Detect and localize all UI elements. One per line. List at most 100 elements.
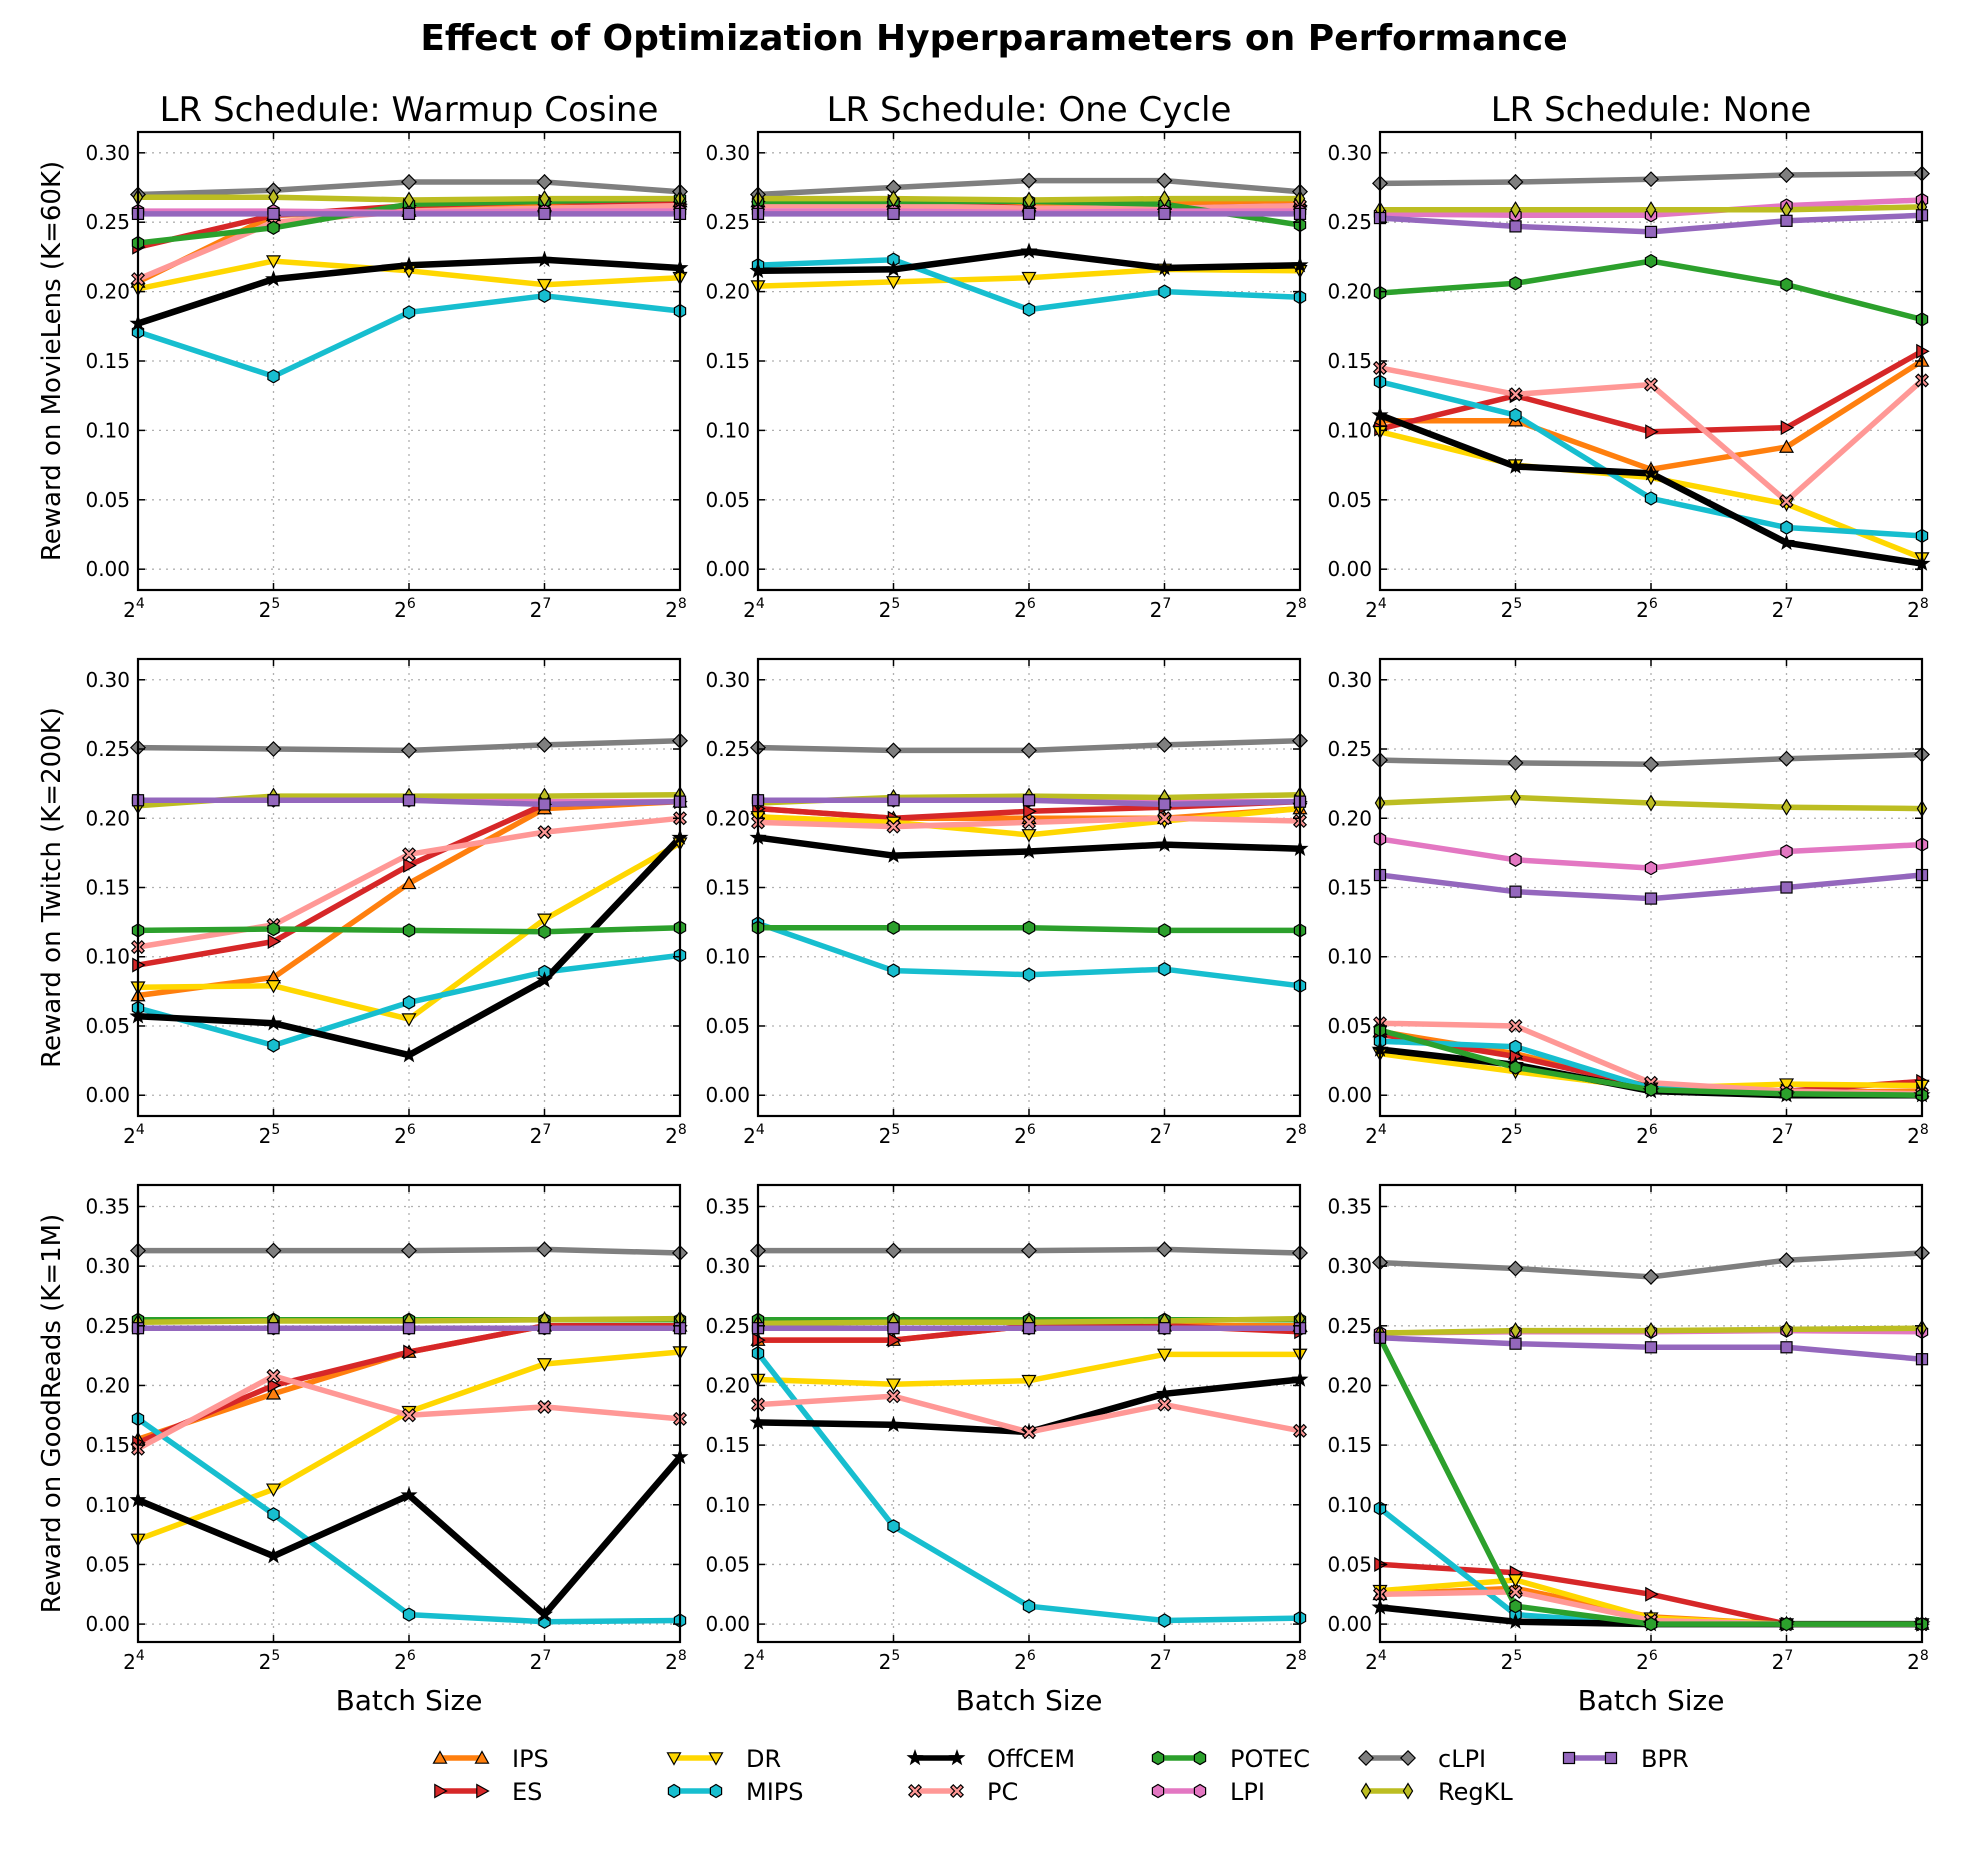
x-tick-exponent: 8 (678, 1122, 687, 1138)
x-tick-exponent: 6 (1027, 596, 1036, 612)
data-point-clpi (401, 742, 417, 759)
data-point-potec (1509, 1060, 1522, 1075)
data-point-offcem (1507, 457, 1524, 474)
data-point-mips (1509, 407, 1522, 423)
legend-label: MIPS (746, 1778, 804, 1806)
column-title-2: LR Schedule: None (1491, 90, 1812, 130)
data-point-pc (886, 1389, 901, 1404)
x-tick-exponent: 4 (1378, 596, 1387, 612)
x-tick-base: 2 (879, 1124, 892, 1148)
data-point-clpi (1507, 173, 1524, 190)
x-tick-base: 2 (1772, 1650, 1785, 1674)
x-tick-label: 27 (1772, 596, 1794, 622)
y-tick-label: 0.10 (85, 1493, 130, 1517)
y-tick-label: 0.15 (85, 349, 130, 373)
data-point-offcem (1507, 1612, 1524, 1629)
x-tick-label: 24 (123, 1648, 145, 1674)
legend-marker (948, 1749, 966, 1766)
y-tick-label: 0.20 (705, 806, 750, 830)
data-point-bpr (1509, 1337, 1522, 1350)
data-point-es (267, 933, 282, 950)
y-tick-label: 0.20 (1327, 280, 1372, 304)
y-tick-label: 0.05 (705, 1014, 750, 1038)
data-point-bpr (402, 794, 416, 807)
data-point-potec (1509, 1599, 1522, 1614)
y-tick-label: 0.05 (85, 488, 130, 512)
y-tick-label: 0.30 (705, 668, 750, 692)
x-tick-label: 27 (1772, 1648, 1794, 1674)
x-tick-label: 26 (1636, 1122, 1658, 1148)
y-tick-label: 0.15 (1327, 876, 1372, 900)
x-tick-exponent: 6 (1649, 1648, 1658, 1664)
data-point-pc (1157, 1397, 1172, 1412)
y-tick-label: 0.10 (85, 945, 130, 969)
legend-item-clpi: cLPI (1358, 1745, 1486, 1773)
x-tick-base: 2 (259, 1124, 272, 1148)
legend-marker (906, 1749, 924, 1766)
x-tick-base: 2 (743, 1124, 756, 1148)
data-point-mips (1644, 491, 1658, 506)
x-tick-exponent: 7 (542, 596, 551, 612)
data-point-bpr (1158, 1322, 1171, 1335)
data-point-potec (1780, 1086, 1793, 1101)
data-point-regkl (268, 188, 279, 206)
data-point-mips (1022, 1599, 1036, 1614)
column-title-1: LR Schedule: One Cycle (827, 90, 1232, 130)
data-point-es (267, 1377, 282, 1393)
y-tick-label: 0.15 (1327, 349, 1372, 373)
legend-marker (667, 1783, 681, 1799)
x-tick-exponent: 8 (1920, 1648, 1929, 1664)
x-tick-base: 2 (1772, 598, 1785, 622)
y-tick-label: 0.00 (705, 557, 750, 581)
y-tick-label: 0.05 (85, 1014, 130, 1038)
y-tick-label: 0.15 (705, 876, 750, 900)
legend-label: RegKL (1438, 1778, 1513, 1806)
data-point-clpi (401, 173, 417, 190)
data-point-bpr (1022, 1322, 1036, 1335)
data-point-dr (536, 278, 553, 293)
figure-title: Effect of Optimization Hyperparameters o… (420, 18, 1567, 59)
x-tick-label: 25 (259, 596, 281, 622)
legend-marker (709, 1783, 723, 1799)
data-point-es (1023, 803, 1037, 819)
data-point-mips (887, 1519, 900, 1534)
legend-label: IPS (512, 1745, 549, 1773)
x-tick-exponent: 4 (136, 1648, 145, 1664)
x-tick-base: 2 (1501, 1124, 1514, 1148)
x-tick-base: 2 (665, 1650, 678, 1674)
y-tick-label: 0.05 (705, 488, 750, 512)
data-point-dr (885, 276, 902, 290)
data-point-pc (1643, 377, 1659, 392)
x-tick-exponent: 5 (891, 596, 900, 612)
x-tick-exponent: 7 (542, 1122, 551, 1138)
legend-item-mips: MIPS (667, 1778, 804, 1806)
panel-r0-c1: LR Schedule: One Cycle 0.00 0.05 0.10 0.15 0.… (705, 90, 1309, 622)
y-tick-label: 0.20 (85, 280, 130, 304)
data-point-offcem (1156, 835, 1173, 852)
x-tick-exponent: 8 (678, 1648, 687, 1664)
x-tick-base: 2 (1014, 598, 1027, 622)
data-point-dr (401, 1013, 417, 1027)
y-tick-label: 0.00 (705, 1083, 750, 1107)
x-tick-exponent: 6 (407, 596, 416, 612)
legend-marker (1193, 1783, 1207, 1799)
x-tick-exponent: 6 (1027, 1648, 1036, 1664)
data-point-bpr (1780, 214, 1793, 227)
legend-marker (907, 1783, 923, 1799)
y-tick-label: 0.30 (705, 141, 750, 165)
y-tick-label: 0.00 (1327, 557, 1372, 581)
x-tick-base: 2 (1501, 1650, 1514, 1674)
row-ylabel-1: Reward on Twitch (K=200K) (37, 707, 67, 1068)
data-point-potec (887, 920, 900, 935)
x-tick-label: 26 (394, 596, 416, 622)
x-axis-label: Batch Size (956, 1684, 1103, 1717)
x-tick-exponent: 6 (407, 1122, 416, 1138)
data-point-bpr (1644, 1341, 1658, 1354)
x-tick-base: 2 (1365, 1650, 1378, 1674)
y-tick-label: 0.30 (1327, 141, 1372, 165)
x-tick-base: 2 (530, 598, 543, 622)
data-point-offcem (1020, 842, 1038, 859)
y-tick-label: 0.05 (1327, 1552, 1372, 1576)
data-point-clpi (885, 742, 902, 759)
